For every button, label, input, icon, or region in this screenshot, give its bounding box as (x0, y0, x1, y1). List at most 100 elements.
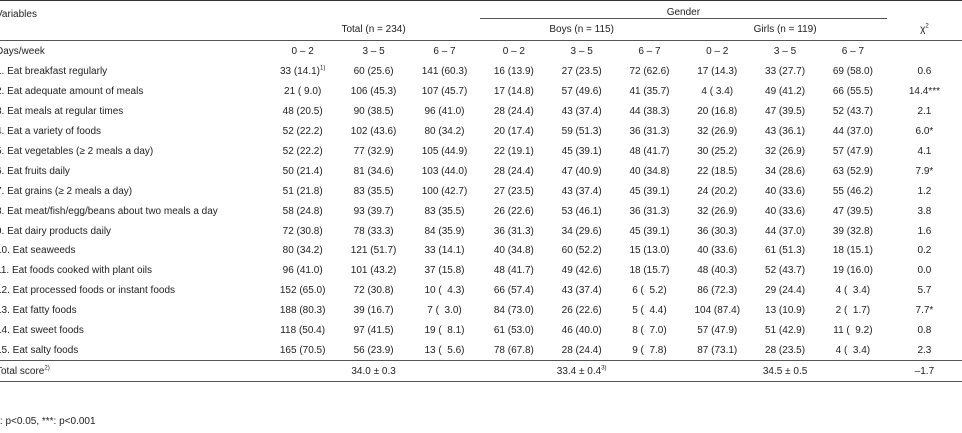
data-cell: 34 (29.6) (561, 225, 602, 237)
data-cell: 29 (24.4) (765, 285, 806, 297)
data-cell: 28 (24.4) (493, 165, 534, 177)
data-cell: 18 (15.1) (832, 245, 873, 257)
row-label: 13. Eat fatty foods (0, 305, 77, 317)
data-cell: 39 (32.8) (832, 225, 873, 237)
chi-square-cell: 0.6 (917, 66, 932, 78)
data-cell: 27 (23.5) (561, 66, 602, 78)
data-cell: 36 (31.3) (629, 205, 670, 217)
data-cell: 90 (38.5) (353, 106, 394, 118)
data-cell: 33 (14.1) (424, 245, 465, 257)
data-cell: 20 (17.4) (493, 126, 534, 138)
data-cell: 104 (87.4) (694, 305, 741, 317)
data-cell: 48 (41.7) (493, 265, 534, 277)
chi-square-cell: 0.0 (917, 265, 932, 277)
chi-square-cell: 2.3 (917, 344, 932, 356)
row-label: 14. Eat sweet foods (0, 325, 84, 337)
chi-square-cell: 6.0* (915, 126, 934, 138)
data-cell: 52 (22.2) (282, 126, 323, 138)
data-cell: 61 (53.0) (493, 325, 534, 337)
range-cell: 6 – 7 (409, 40, 480, 62)
table-row: 7. Eat grains (≥ 2 meals a day) 51 (21.8)… (0, 181, 962, 201)
data-cell: 43 (36.1) (765, 126, 806, 138)
data-cell: 24 (20.2) (697, 185, 738, 197)
data-cell: 40 (34.8) (493, 245, 534, 257)
data-cell: 13 ( 5.6) (424, 344, 465, 356)
data-cell: 15 (13.0) (629, 245, 670, 257)
table-row: 10. Eat seaweeds 80 (34.2) 121 (51.7) 33 (1… (0, 241, 962, 261)
data-cell: 40 (33.6) (765, 205, 806, 217)
table-row: 2. Eat adequate amount of meals 21 ( 9.0)… (0, 82, 962, 102)
data-cell: 13 (10.9) (765, 305, 806, 317)
data-cell: 47 (40.9) (561, 165, 602, 177)
chi-square-cell: 2.1 (917, 106, 932, 118)
data-cell: 26 (22.6) (493, 205, 534, 217)
data-cell: 41 (35.7) (629, 86, 670, 98)
girls-header: Girls (n = 119) (753, 24, 817, 35)
data-cell: 32 (26.9) (765, 146, 806, 157)
data-cell: 48 (40.3) (697, 265, 738, 277)
data-cell: 118 (50.4) (280, 325, 326, 337)
data-cell: 77 (32.9) (353, 146, 394, 157)
total-score-boys: 33.4 ± 0.43) (479, 360, 684, 383)
data-cell: 57 (47.9) (697, 325, 738, 337)
data-cell: 48 (41.7) (629, 146, 670, 157)
data-cell: 19 ( 8.1) (424, 325, 465, 337)
data-cell: 22 (18.5) (697, 165, 738, 177)
table-row: 11. Eat foods cooked with plant oils 96 (… (0, 261, 962, 281)
chi-square-cell: 5.7 (917, 285, 932, 297)
data-cell: 19 (16.0) (832, 265, 873, 277)
table-row: 14. Eat sweet foods 118 (50.4) 97 (41.5) 19… (0, 321, 962, 341)
chi-square-cell: 3.8 (917, 205, 932, 217)
data-cell: 27 (23.5) (493, 185, 534, 197)
data-cell: 96 (41.0) (424, 106, 465, 118)
data-cell: 84 (35.9) (424, 225, 465, 237)
data-cell: 8 ( 7.0) (632, 325, 667, 337)
data-cell: 93 (39.7) (353, 205, 394, 217)
table-row: 13. Eat fatty foods 188 (80.3) 39 (16.7) 7 … (0, 301, 962, 321)
nutrition-table-container: Variables Gender Total (n = 234) Boys (n… (0, 0, 962, 383)
range-cell: 6 – 7 (615, 40, 684, 62)
data-cell: 36 (31.3) (493, 225, 534, 237)
data-cell: 103 (44.0) (421, 165, 468, 177)
data-cell: 43 (37.4) (561, 185, 602, 197)
data-cell: 32 (26.9) (697, 205, 738, 217)
data-cell: 121 (51.7) (350, 245, 397, 257)
total-score-chi: –1.7 (886, 360, 962, 383)
data-cell: 51 (42.9) (765, 325, 806, 337)
data-cell: 72 (30.8) (353, 285, 394, 297)
row-label: 5. Eat vegetables (≥ 2 meals a day) (0, 146, 154, 157)
total-score-label: Total score2) (0, 360, 268, 383)
range-cell: 0 – 2 (683, 40, 752, 62)
chi-square-cell: 7.9* (915, 165, 934, 177)
range-cell: 0 – 2 (267, 40, 339, 62)
variables-header: Variables (0, 0, 268, 41)
chi-square-cell: 7.7* (915, 305, 934, 317)
row-label: 9. Eat dairy products daily (0, 225, 112, 237)
data-cell: 58 (24.8) (282, 205, 323, 217)
data-cell: 63 (52.9) (832, 165, 873, 177)
data-cell: 28 (24.4) (493, 106, 534, 118)
data-cell: 49 (41.2) (765, 86, 806, 98)
data-cell: 97 (41.5) (353, 325, 394, 337)
data-cell: 17 (14.3) (697, 66, 738, 78)
days-week-label: Days/week (0, 40, 268, 62)
data-cell: 16 (13.9) (493, 66, 534, 78)
range-cell: 3 – 5 (338, 40, 410, 62)
data-cell: 28 (23.5) (765, 344, 806, 356)
data-cell: 33 (14.1)1) (279, 66, 326, 78)
data-cell: 5 ( 4.4) (632, 305, 667, 317)
data-cell: 28 (24.4) (561, 344, 602, 356)
data-cell: 36 (31.3) (629, 126, 670, 138)
data-cell: 52 (43.7) (832, 106, 873, 118)
data-cell: 4 ( 3.4) (701, 86, 734, 98)
data-cell: 2 ( 1.7) (835, 305, 871, 317)
data-cell: 66 (55.5) (832, 86, 873, 98)
data-cell: 57 (49.6) (561, 86, 602, 98)
table-row: 1. Eat breakfast regularly 33 (14.1)1) 60 … (0, 62, 962, 82)
chi-square-cell: 1.6 (917, 225, 932, 237)
data-cell: 66 (57.4) (493, 285, 534, 297)
chi-square-cell: 4.1 (917, 146, 932, 157)
table-row: 4. Eat a variety of foods 52 (22.2) 102 (4… (0, 122, 962, 142)
eating-habits-table: Variables Gender Total (n = 234) Boys (n… (0, 0, 962, 383)
data-cell: 4 ( 3.4) (835, 285, 871, 297)
